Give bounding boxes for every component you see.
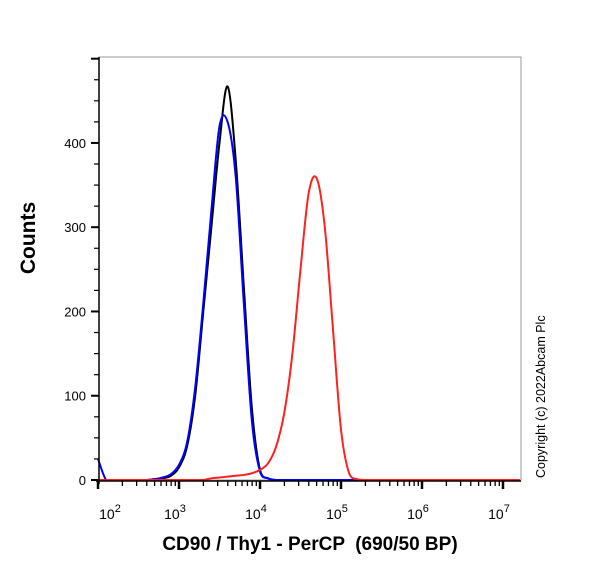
- x-tick-label: 102: [99, 503, 121, 522]
- y-tick-label: 0: [79, 473, 86, 488]
- x-tick-exponent: 7: [504, 503, 510, 515]
- y-axis-label: Counts: [17, 202, 40, 274]
- x-tick-exponent: 4: [261, 503, 267, 515]
- y-tick-labels: 0 100 200 300 400: [64, 136, 86, 488]
- series-group: [97, 85, 520, 482]
- x-tick-label: 106: [407, 503, 429, 522]
- x-tick-exponent: 3: [180, 503, 186, 515]
- y-tick-label: 200: [64, 304, 86, 319]
- x-tick-base: 10: [245, 506, 261, 522]
- x-tick-base: 10: [326, 506, 342, 522]
- x-tick-labels: 102 103 104 105 106 107: [99, 503, 510, 522]
- axis-ticks: [91, 57, 505, 489]
- y-tick-label: 100: [64, 389, 86, 404]
- series-line-1: [98, 85, 520, 482]
- series-line-3: [98, 175, 520, 482]
- x-tick-base: 10: [164, 506, 180, 522]
- x-tick-base: 10: [407, 506, 423, 522]
- x-tick-base: 10: [488, 506, 504, 522]
- plot-frame: [98, 56, 522, 481]
- x-tick-base: 10: [99, 506, 115, 522]
- x-tick-exponent: 5: [342, 503, 348, 515]
- copyright-text: Copyright (c) 2022Abcam Plc: [534, 315, 548, 478]
- y-tick-label: 400: [64, 136, 86, 151]
- x-tick-label: 103: [164, 503, 186, 522]
- y-tick-label: 300: [64, 220, 86, 235]
- x-tick-label: 105: [326, 503, 348, 522]
- x-tick-exponent: 6: [423, 503, 429, 515]
- series-line-2: [97, 114, 520, 482]
- x-axis-label: CD90 / Thy1 - PerCP (690/50 BP): [162, 534, 457, 555]
- x-tick-exponent: 2: [115, 503, 121, 515]
- x-tick-label: 104: [245, 503, 267, 522]
- x-tick-label: 107: [488, 503, 510, 522]
